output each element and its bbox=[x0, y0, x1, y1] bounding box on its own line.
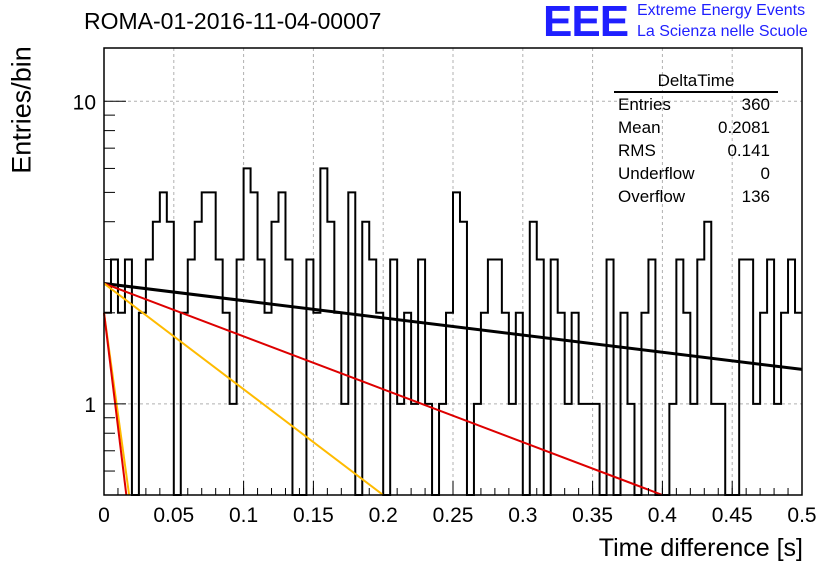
eee-logo: EEE bbox=[543, 0, 629, 46]
stats-value: 0.141 bbox=[727, 141, 770, 160]
stats-title: DeltaTime bbox=[614, 70, 778, 93]
stats-value: 136 bbox=[741, 187, 770, 206]
histogram bbox=[104, 167, 802, 496]
y-tick-label: 10 bbox=[73, 91, 96, 114]
stats-label: Mean bbox=[618, 118, 661, 137]
x-tick-label: 0.15 bbox=[293, 504, 334, 527]
x-tick-label: 0.3 bbox=[508, 504, 537, 527]
stats-row-entries: Entries 360 bbox=[614, 93, 778, 116]
y-tick-label: 1 bbox=[84, 394, 96, 417]
histogram-outline bbox=[104, 167, 802, 496]
x-tick-label: 0.5 bbox=[787, 504, 816, 527]
fit-curves bbox=[103, 281, 803, 496]
axes: 0 0.05 0.1 0.15 0.2 0.25 0.3 0.35 0.4 0.45 0.5 1 10 bbox=[73, 91, 817, 527]
x-tick-label: 0 bbox=[98, 504, 110, 527]
stats-row-overflow: Overflow 136 bbox=[614, 185, 778, 208]
stats-value: 360 bbox=[741, 95, 770, 114]
chart-title: ROMA-01-2016-11-04-00007 bbox=[84, 8, 382, 34]
eee-logo-line2: La Scienza nelle Scuole bbox=[637, 23, 808, 40]
fit-curve bbox=[103, 282, 384, 496]
fit-curve bbox=[103, 281, 803, 371]
stats-label: Underflow bbox=[618, 164, 695, 183]
stats-value: 0 bbox=[760, 164, 770, 183]
x-tick-label: 0.4 bbox=[648, 504, 678, 527]
stats-label: Overflow bbox=[618, 187, 686, 206]
x-axis-label: Time difference [s] bbox=[598, 534, 803, 562]
x-tick-label: 0.45 bbox=[712, 504, 753, 527]
x-tick-label: 0.35 bbox=[572, 504, 613, 527]
x-tick-label: 0.05 bbox=[153, 504, 194, 527]
stats-box: DeltaTime Entries 360 Mean 0.2081 RMS 0.… bbox=[614, 70, 778, 208]
x-tick-label: 0.2 bbox=[369, 504, 398, 527]
stats-value: 0.2081 bbox=[718, 118, 770, 137]
stats-label: Entries bbox=[618, 95, 671, 114]
y-axis-label: Entries/bin bbox=[6, 46, 37, 174]
stats-row-underflow: Underflow 0 bbox=[614, 162, 778, 185]
x-tick-label: 0.25 bbox=[433, 504, 474, 527]
stats-label: RMS bbox=[618, 141, 656, 160]
eee-logo-line1: Extreme Energy Events bbox=[637, 2, 806, 19]
stats-row-mean: Mean 0.2081 bbox=[614, 116, 778, 139]
x-tick-label: 0.1 bbox=[229, 504, 258, 527]
stats-row-rms: RMS 0.141 bbox=[614, 139, 778, 162]
fit-curve bbox=[103, 282, 663, 496]
